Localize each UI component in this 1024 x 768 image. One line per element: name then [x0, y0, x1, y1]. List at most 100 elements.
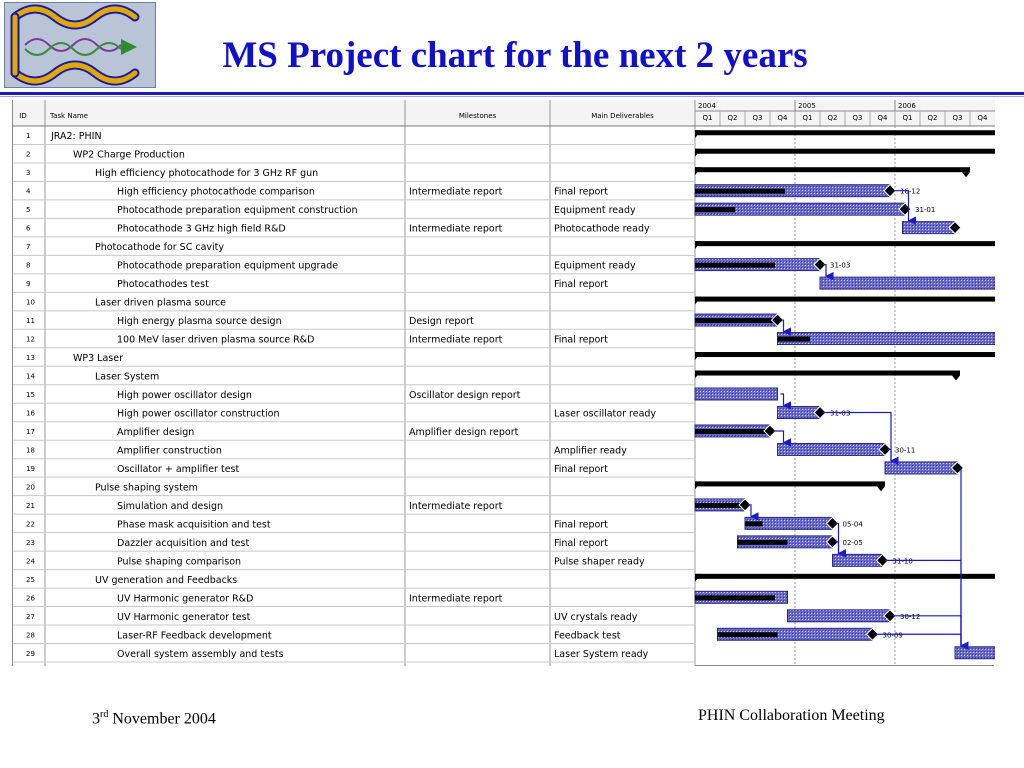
- task-name: Amplifier design: [117, 427, 194, 438]
- phin-logo: [4, 2, 156, 88]
- task-id: 24: [26, 557, 35, 565]
- task-deliverable: Photocathode ready: [554, 224, 650, 235]
- title-divider-shadow: [0, 96, 1024, 97]
- task-name: High efficiency photocathode for 3 GHz R…: [95, 168, 318, 179]
- task-name: UV generation and Feedbacks: [95, 575, 237, 586]
- task-milestone: Intermediate report: [409, 335, 503, 346]
- task-milestone: Intermediate report: [409, 187, 503, 198]
- task-name: Pulse shaping system: [95, 482, 198, 493]
- task-progress: [717, 632, 778, 638]
- milestone-date-label: 05-04: [843, 520, 864, 528]
- milestone-diamond: [878, 442, 892, 457]
- milestone-date-label: 30-11: [895, 446, 915, 454]
- dependency-link: [780, 393, 792, 410]
- task-id: 9: [26, 280, 30, 288]
- task-id: 12: [26, 336, 35, 344]
- summary-bar: [695, 167, 970, 173]
- gantt-chart: ID Task Name Milestones Main Deliverables 20…: [12, 100, 995, 666]
- task-deliverable: Final report: [554, 519, 608, 530]
- task-name: 100 MeV laser driven plasma source R&D: [117, 335, 314, 346]
- dependency-link: [875, 633, 969, 650]
- task-id: 5: [26, 206, 30, 214]
- footer-date-day: 3: [92, 710, 100, 728]
- task-id: 26: [26, 594, 35, 602]
- task-progress: [695, 262, 775, 268]
- task-progress: [695, 318, 775, 324]
- task-name: High energy plasma source design: [117, 316, 282, 327]
- summary-start-cap: [695, 352, 701, 361]
- task-name: High efficiency photocathode comparison: [117, 187, 315, 198]
- quarter-label: Q2: [928, 114, 938, 122]
- task-milestone: Intermediate report: [409, 501, 503, 512]
- footer-meeting: PHIN Collaboration Meeting: [698, 707, 885, 724]
- summary-bar: [695, 352, 995, 358]
- task-name: High power oscillator construction: [117, 408, 280, 419]
- task-progress: [777, 336, 810, 342]
- task-id: 13: [26, 354, 35, 362]
- task-bar: [777, 332, 995, 346]
- dependency-link: [780, 319, 792, 336]
- milestone-diamond: [813, 257, 827, 272]
- quarter-label: Q4: [778, 114, 789, 122]
- task-id: 19: [26, 465, 35, 473]
- task-name: Photocathode preparation equipment upgra…: [117, 261, 338, 272]
- task-bar: [902, 221, 956, 235]
- task-bar: [787, 609, 891, 623]
- milestone-date-label: 02-05: [843, 539, 863, 547]
- task-name: Photocathode 3 GHz high field R&D: [117, 224, 286, 235]
- task-id: 4: [26, 188, 31, 196]
- milestone-date-label: 16-12: [900, 188, 920, 196]
- column-header-milestones: Milestones: [459, 112, 497, 120]
- milestone-diamond: [883, 183, 897, 198]
- task-id: 29: [26, 650, 35, 658]
- milestone-diamond: [883, 609, 897, 623]
- summary-start-cap: [695, 296, 701, 305]
- milestone-date-label: 30-12: [900, 613, 920, 621]
- quarter-label: Q4: [878, 114, 889, 122]
- milestone-date-label: 31-03: [830, 409, 850, 417]
- dependency-link: [823, 264, 834, 281]
- task-progress: [695, 428, 768, 434]
- task-name: WP2 Charge Production: [73, 150, 185, 161]
- task-bar: [832, 553, 883, 567]
- task-deliverable: Final report: [554, 335, 608, 346]
- task-progress: [695, 502, 743, 508]
- milestone-date-label: 30-09: [883, 631, 903, 639]
- task-id: 11: [26, 317, 35, 325]
- task-progress: [745, 521, 763, 527]
- task-id: 14: [26, 373, 35, 381]
- milestone-diamond: [825, 516, 840, 531]
- milestone-date-label: 31-03: [830, 262, 850, 270]
- task-name: UV Harmonic generator R&D: [117, 593, 253, 604]
- footer-date: 3rd November 2004: [92, 709, 216, 728]
- task-name: Dazzler acquisition and test: [117, 538, 249, 549]
- quarter-label: Q2: [728, 114, 738, 122]
- task-name: Laser-RF Feedback development: [117, 630, 272, 641]
- task-name: High power oscillator design: [117, 390, 252, 401]
- milestone-date-label: 31-10: [893, 557, 913, 565]
- task-name: WP3 Laser: [73, 353, 123, 364]
- summary-start-cap: [695, 481, 701, 490]
- dependency-link: [773, 430, 792, 447]
- task-milestone: Intermediate report: [409, 593, 503, 604]
- year-label-2005: 2005: [798, 102, 816, 110]
- dependency-link: [888, 448, 899, 466]
- task-id: 8: [26, 262, 30, 270]
- task-deliverable: UV crystals ready: [554, 612, 638, 623]
- quarter-label: Q4: [978, 114, 989, 122]
- summary-end-cap: [962, 172, 970, 178]
- task-id: 6: [26, 225, 31, 233]
- task-id: 16: [26, 409, 35, 417]
- task-deliverable: Laser oscillator ready: [554, 408, 656, 419]
- task-progress: [737, 539, 788, 545]
- summary-start-cap: [695, 241, 701, 250]
- task-name: Phase mask acquisition and test: [117, 519, 271, 530]
- task-progress: [695, 595, 775, 601]
- task-milestone: Oscillator design report: [409, 390, 521, 401]
- task-id: 3: [26, 169, 30, 177]
- quarter-label: Q2: [828, 114, 838, 122]
- dependency-link: [835, 541, 847, 558]
- task-id: 28: [26, 631, 35, 639]
- title-divider: [0, 92, 1024, 95]
- quarter-label: Q3: [753, 114, 763, 122]
